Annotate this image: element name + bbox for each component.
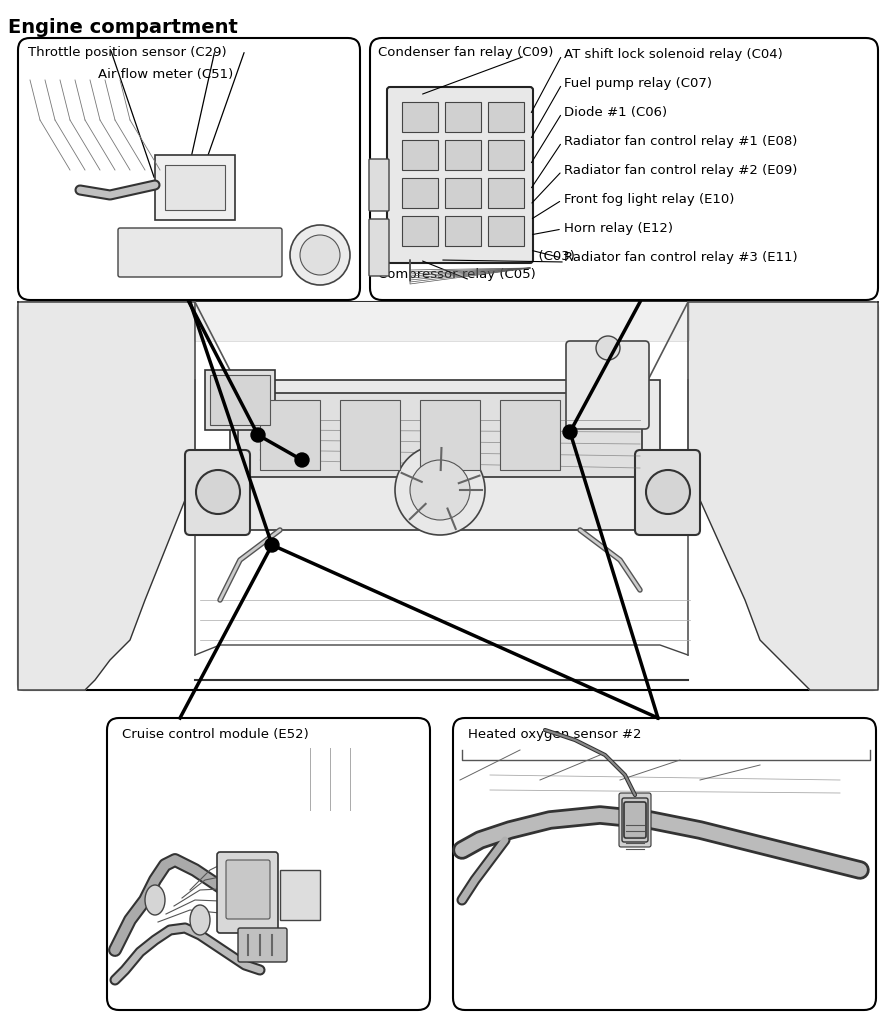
Bar [488, 178, 524, 208]
FancyBboxPatch shape [624, 802, 646, 838]
Polygon shape [195, 302, 688, 340]
FancyBboxPatch shape [185, 450, 250, 535]
Bar [488, 140, 524, 170]
Text: Main relay (C03): Main relay (C03) [465, 250, 575, 263]
Bar [500, 400, 560, 470]
Text: Radiator fan control relay #1 (E08): Radiator fan control relay #1 (E08) [564, 135, 797, 148]
Polygon shape [688, 302, 878, 690]
Text: Engine compartment: Engine compartment [8, 18, 238, 37]
FancyBboxPatch shape [369, 159, 389, 211]
Circle shape [563, 425, 577, 439]
Bar [445, 216, 481, 246]
FancyBboxPatch shape [118, 228, 282, 278]
Circle shape [290, 225, 350, 285]
Bar [402, 216, 438, 246]
Circle shape [251, 428, 265, 442]
Text: Radiator fan control relay #3 (E11): Radiator fan control relay #3 (E11) [564, 251, 797, 264]
Circle shape [300, 234, 340, 275]
Bar [445, 140, 481, 170]
FancyBboxPatch shape [566, 341, 649, 429]
FancyBboxPatch shape [622, 798, 648, 842]
FancyBboxPatch shape [635, 450, 700, 535]
FancyBboxPatch shape [226, 860, 270, 919]
Text: Horn relay (E12): Horn relay (E12) [564, 222, 673, 234]
Bar [402, 178, 438, 208]
Circle shape [410, 460, 470, 520]
Circle shape [395, 445, 485, 535]
FancyBboxPatch shape [238, 928, 287, 962]
Bar [420, 400, 480, 470]
Circle shape [196, 470, 240, 514]
Bar [210, 375, 270, 425]
Text: Condenser fan relay (C09): Condenser fan relay (C09) [378, 46, 554, 59]
FancyBboxPatch shape [369, 219, 389, 276]
Text: Throttle position sensor (C29): Throttle position sensor (C29) [28, 46, 227, 59]
FancyBboxPatch shape [238, 393, 642, 477]
Text: AT shift lock solenoid relay (C04): AT shift lock solenoid relay (C04) [564, 48, 782, 61]
Circle shape [265, 538, 279, 552]
Bar [445, 102, 481, 132]
FancyBboxPatch shape [370, 38, 878, 300]
Ellipse shape [145, 885, 165, 915]
Text: Radiator fan control relay #2 (E09): Radiator fan control relay #2 (E09) [564, 164, 797, 177]
FancyBboxPatch shape [619, 793, 651, 847]
FancyBboxPatch shape [18, 302, 878, 690]
Bar [280, 870, 320, 920]
Bar [230, 380, 660, 530]
Bar [165, 165, 225, 210]
Text: Air flow meter (C51): Air flow meter (C51) [98, 68, 233, 81]
FancyBboxPatch shape [453, 718, 876, 1010]
Bar [488, 216, 524, 246]
Circle shape [646, 470, 690, 514]
Bar [445, 178, 481, 208]
Polygon shape [18, 302, 195, 690]
Bar [205, 370, 275, 430]
Bar [155, 155, 235, 220]
Text: Fuel pump relay (C07): Fuel pump relay (C07) [564, 77, 712, 90]
Text: Heated oxygen sensor #2: Heated oxygen sensor #2 [468, 728, 642, 741]
Circle shape [596, 336, 620, 360]
FancyBboxPatch shape [387, 87, 533, 263]
Bar [260, 400, 320, 470]
FancyBboxPatch shape [217, 852, 278, 933]
Circle shape [295, 453, 309, 467]
Ellipse shape [190, 905, 210, 935]
FancyBboxPatch shape [18, 38, 360, 300]
Bar [402, 102, 438, 132]
Bar [488, 102, 524, 132]
Bar [402, 140, 438, 170]
FancyBboxPatch shape [107, 718, 430, 1010]
Text: Cruise control module (E52): Cruise control module (E52) [122, 728, 309, 741]
Text: Front fog light relay (E10): Front fog light relay (E10) [564, 193, 735, 206]
Text: Diode #1 (C06): Diode #1 (C06) [564, 106, 668, 119]
Bar [340, 400, 400, 470]
Text: Compressor relay (C05): Compressor relay (C05) [378, 268, 536, 281]
